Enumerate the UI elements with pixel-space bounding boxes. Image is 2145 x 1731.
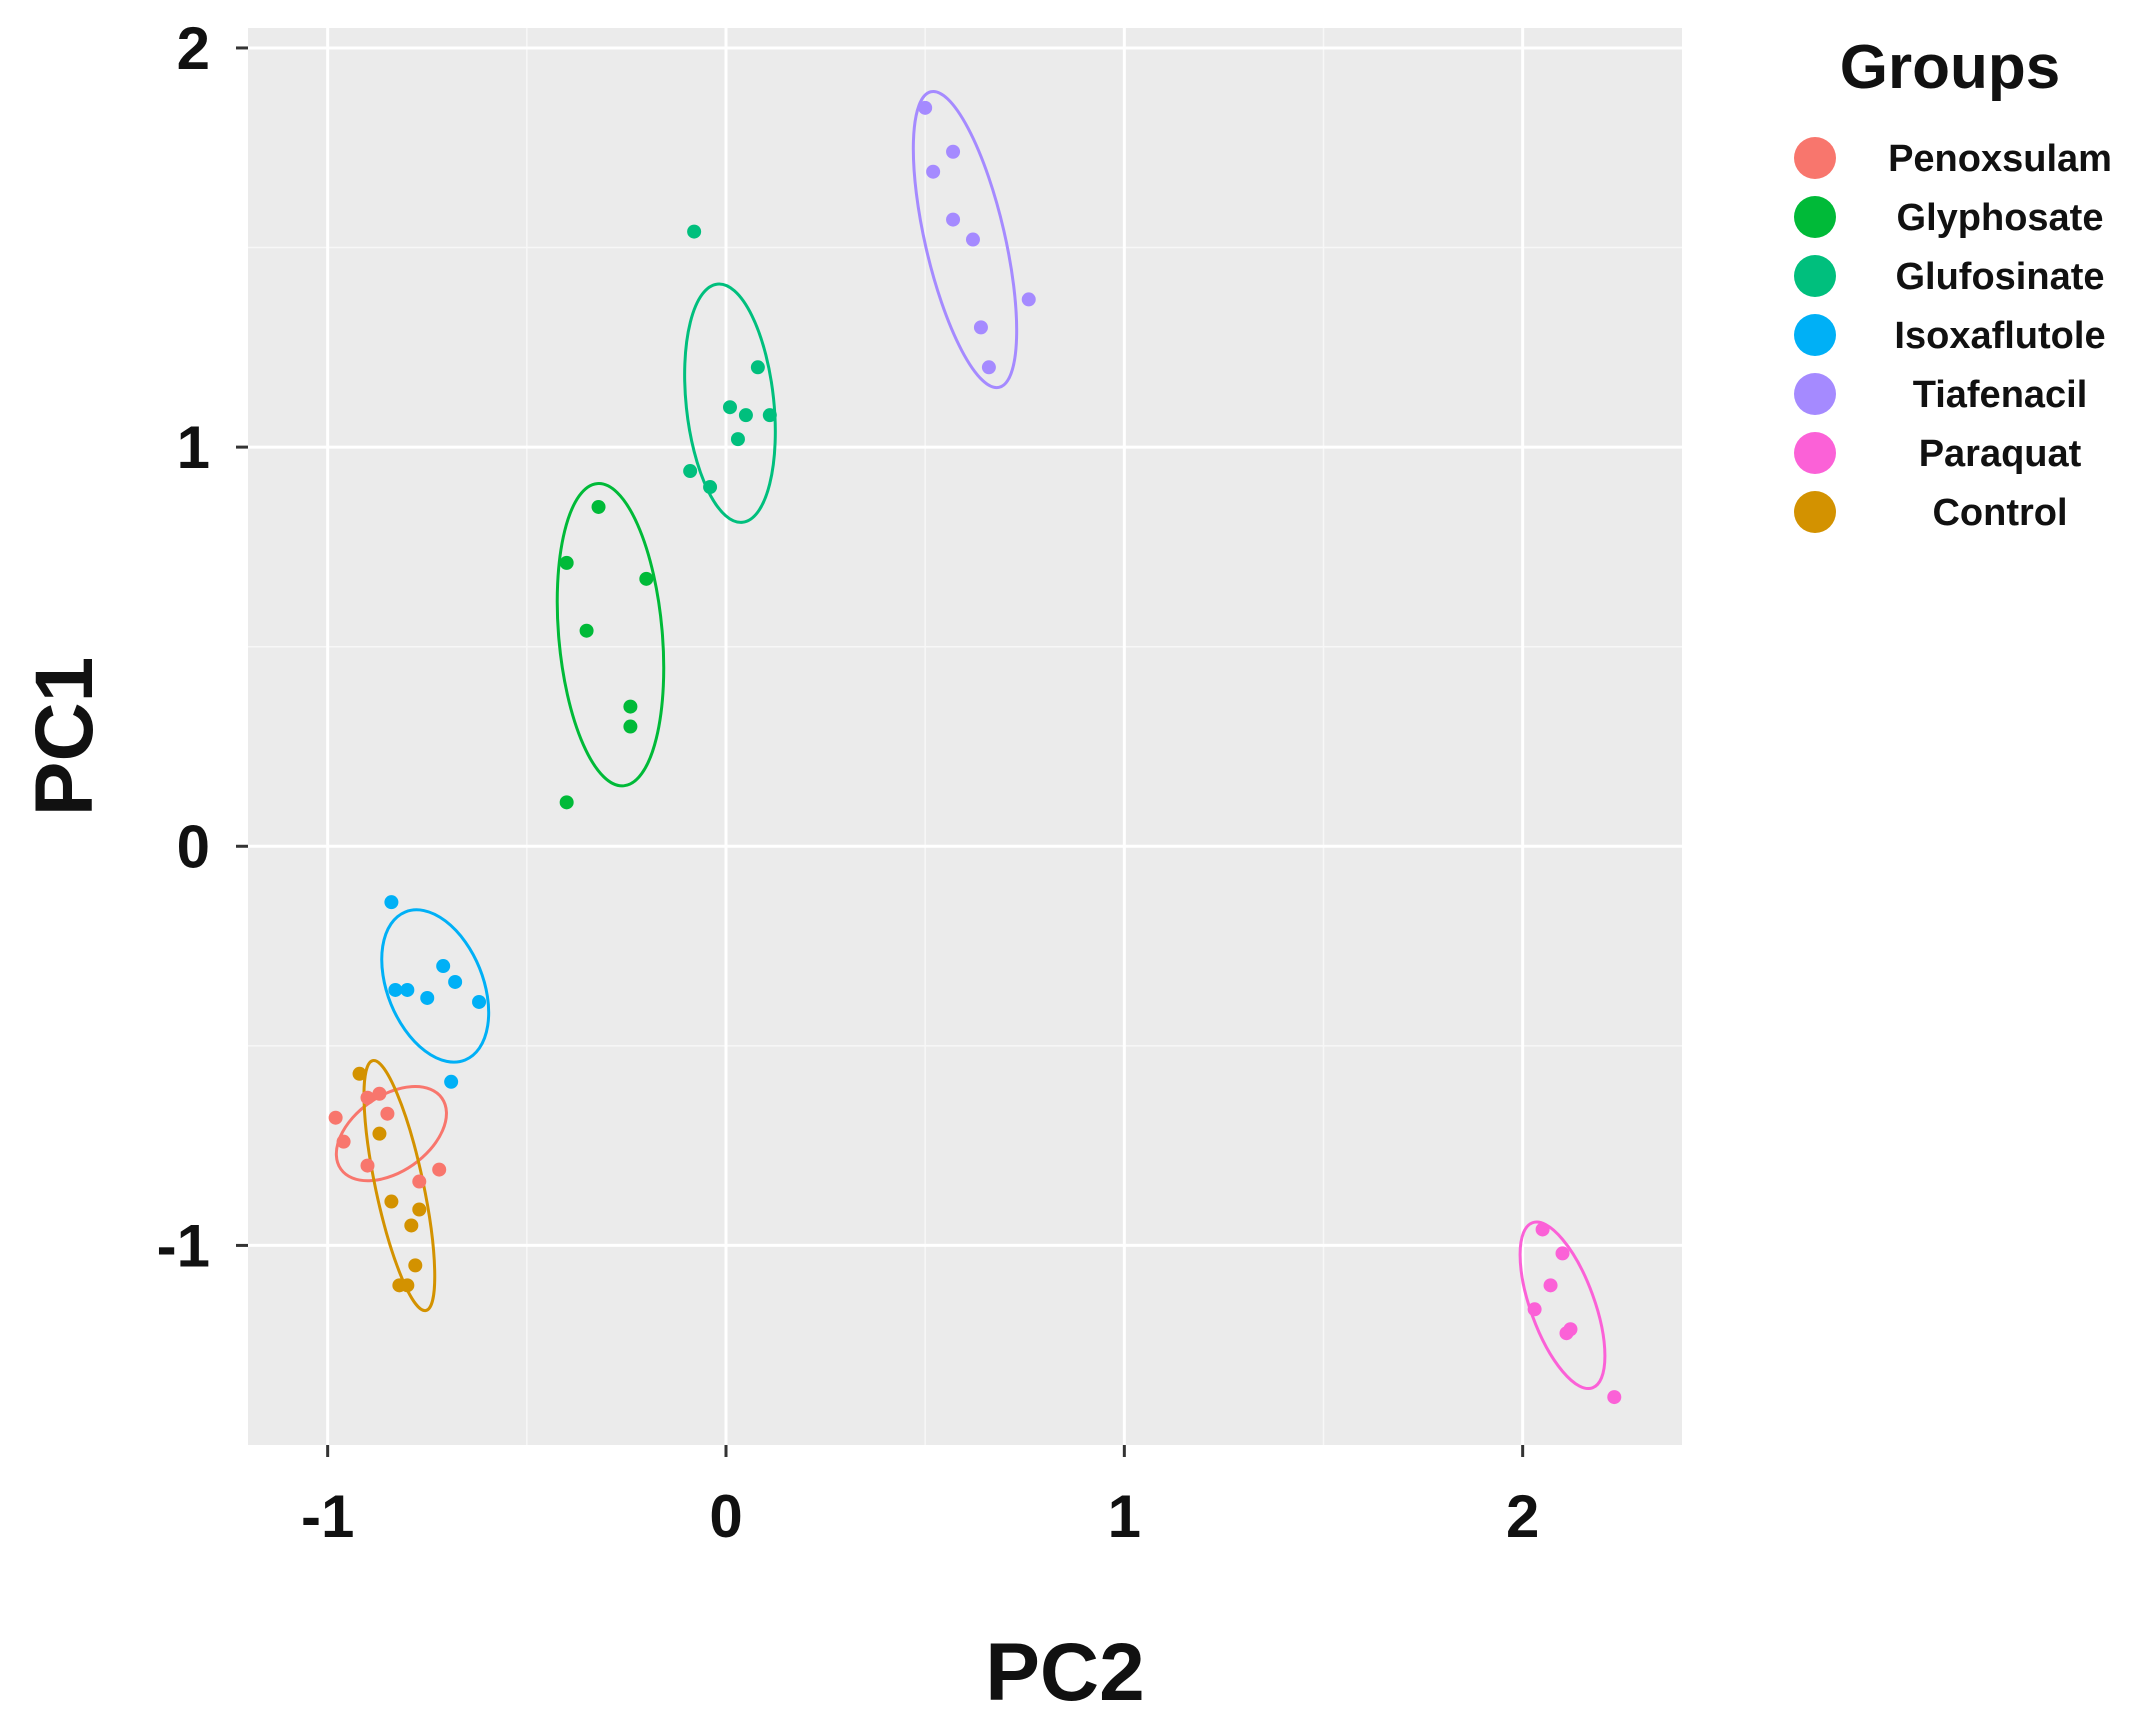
- penoxsulam-point: [328, 1110, 343, 1125]
- confidence-ellipses: [334, 89, 1607, 1391]
- y-tick-label: 1: [177, 414, 210, 481]
- control-point: [400, 1278, 415, 1293]
- x-axis-title: PC2: [985, 1627, 1145, 1718]
- glufosinate-ellipse: [683, 282, 777, 524]
- control-point: [384, 1194, 399, 1209]
- penoxsulam-point: [336, 1134, 351, 1149]
- y-tick-label: -1: [157, 1212, 210, 1279]
- penoxsulam-point: [432, 1162, 447, 1177]
- x-tick-label: 1: [1108, 1483, 1141, 1550]
- isoxaflutole-point: [472, 994, 487, 1009]
- y-axis-title: PC1: [19, 657, 110, 817]
- paraquat-ellipse: [1518, 1220, 1607, 1391]
- isoxaflutole-point: [400, 982, 415, 997]
- penoxsulam-point: [360, 1158, 375, 1173]
- control-point: [408, 1258, 423, 1273]
- legend-label: Glufosinate: [1895, 256, 2104, 298]
- legend-item-isoxaflutole: Isoxaflutole: [1794, 314, 2106, 357]
- glyphosate-point: [623, 719, 638, 734]
- legend-label: Glyphosate: [1897, 197, 2104, 239]
- isoxaflutole-legend-key: [1794, 314, 1836, 356]
- glyphosate-point: [559, 555, 574, 570]
- tiafenacil-point: [1021, 292, 1036, 307]
- tiafenacil-point: [981, 360, 996, 375]
- glufosinate-point: [730, 432, 745, 447]
- legend-label: Tiafenacil: [1913, 374, 2088, 416]
- tick-labels: -1 0 1 2 -1 0 1 2: [157, 15, 1540, 1550]
- legend-title: Groups: [1840, 33, 2060, 102]
- glyphosate-point: [623, 699, 638, 714]
- plot-background: [248, 28, 1682, 1445]
- legend-item-glufosinate: Glufosinate: [1794, 255, 2105, 298]
- glyphosate-point: [559, 795, 574, 810]
- isoxaflutole-point: [388, 982, 403, 997]
- penoxsulam-point: [372, 1086, 387, 1101]
- glufosinate-point: [687, 224, 702, 239]
- legend-items: Penoxsulam Glyphosate Glufosinate Isoxaflut…: [1794, 137, 2112, 534]
- tiafenacil-ellipse: [911, 89, 1019, 390]
- paraquat-point: [1559, 1326, 1574, 1341]
- glufosinate-point: [750, 360, 765, 375]
- legend: Groups Penoxsulam Glyphosate Glufosinate Is…: [1794, 33, 2112, 534]
- data-points: [328, 100, 1622, 1405]
- control-point: [412, 1202, 427, 1217]
- x-tick-label: 0: [709, 1483, 742, 1550]
- tiafenacil-point: [918, 100, 933, 115]
- control-point: [404, 1218, 419, 1233]
- axis-ticks: [236, 46, 1525, 1457]
- tiafenacil-point: [926, 164, 941, 179]
- penoxsulam-point: [412, 1174, 427, 1189]
- legend-item-glyphosate: Glyphosate: [1794, 196, 2103, 239]
- control-point: [372, 1126, 387, 1141]
- minor-gridlines: [248, 28, 1682, 1445]
- control-legend-key: [1794, 491, 1836, 533]
- isoxaflutole-point: [436, 959, 451, 974]
- glufosinate-point: [683, 464, 698, 479]
- tiafenacil-point: [946, 144, 961, 159]
- paraquat-point: [1543, 1278, 1558, 1293]
- legend-label: Isoxaflutole: [1894, 315, 2105, 357]
- tiafenacil-point: [946, 212, 961, 227]
- control-point: [352, 1066, 367, 1081]
- glufosinate-legend-key: [1794, 255, 1836, 297]
- y-tick-label: 0: [177, 813, 210, 880]
- glyphosate-legend-key: [1794, 196, 1836, 238]
- glufosinate-point: [703, 480, 718, 495]
- paraquat-legend-key: [1794, 432, 1836, 474]
- glyphosate-point: [579, 623, 594, 638]
- tiafenacil-point: [965, 232, 980, 247]
- tiafenacil-point: [973, 320, 988, 335]
- legend-label: Paraquat: [1919, 433, 2082, 475]
- isoxaflutole-point: [384, 895, 399, 910]
- isoxaflutole-point: [420, 990, 435, 1005]
- glyphosate-ellipse: [555, 482, 666, 788]
- paraquat-point: [1535, 1222, 1550, 1237]
- x-tick-label: -1: [301, 1483, 354, 1550]
- legend-item-paraquat: Paraquat: [1794, 432, 2082, 475]
- tiafenacil-legend-key: [1794, 373, 1836, 415]
- legend-item-penoxsulam: Penoxsulam: [1794, 137, 2112, 180]
- paraquat-point: [1607, 1390, 1622, 1405]
- isoxaflutole-point: [444, 1074, 459, 1089]
- glyphosate-point: [639, 571, 654, 586]
- glufosinate-point: [722, 400, 737, 415]
- legend-item-control: Control: [1794, 491, 2068, 534]
- paraquat-point: [1555, 1246, 1570, 1261]
- glufosinate-point: [762, 408, 777, 423]
- y-tick-label: 2: [177, 15, 210, 82]
- glufosinate-point: [738, 408, 753, 423]
- isoxaflutole-point: [448, 974, 463, 989]
- legend-label: Penoxsulam: [1888, 138, 2112, 180]
- legend-label: Control: [1932, 492, 2067, 534]
- penoxsulam-point: [380, 1106, 395, 1121]
- x-tick-label: 2: [1506, 1483, 1539, 1550]
- glyphosate-point: [591, 499, 606, 514]
- legend-item-tiafenacil: Tiafenacil: [1794, 373, 2087, 416]
- isoxaflutole-ellipse: [380, 908, 491, 1064]
- penoxsulam-legend-key: [1794, 137, 1836, 179]
- paraquat-point: [1527, 1302, 1542, 1317]
- major-gridlines: [248, 28, 1682, 1445]
- penoxsulam-point: [360, 1090, 375, 1105]
